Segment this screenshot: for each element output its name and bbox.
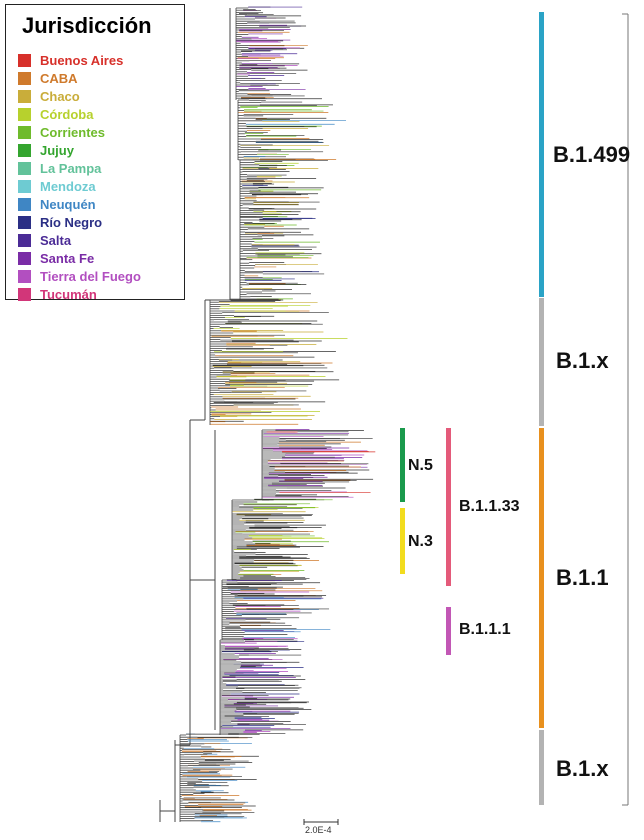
legend-item-santa-fe: Santa Fe [18, 249, 141, 267]
legend-label: Mendoza [40, 178, 96, 194]
legend-swatch [18, 161, 31, 175]
lineage-label-n5: N.5 [408, 457, 433, 474]
legend-item-cordoba: Córdoba [18, 105, 141, 123]
legend-item-rio-negro: Río Negro [18, 213, 141, 231]
lineage-bar-b1499 [539, 12, 544, 297]
lineage-bar-b1x-bottom [539, 730, 544, 805]
legend-label: La Pampa [40, 160, 102, 176]
legend-item-buenos-aires: Buenos Aires [18, 51, 141, 69]
legend-swatch [18, 197, 31, 211]
legend-swatch [18, 233, 31, 247]
lineage-label-n3: N.3 [408, 533, 433, 550]
legend-swatch [18, 215, 31, 229]
legend-swatch [18, 179, 31, 193]
legend-item-caba: CABA [18, 69, 141, 87]
legend-item-tierra-del-fuego: Tierra del Fuego [18, 267, 141, 285]
legend-swatch [18, 89, 31, 103]
legend-label: Santa Fe [40, 250, 95, 266]
lineage-bar-b1133 [446, 428, 451, 586]
lineage-bar-b111 [446, 607, 451, 655]
legend-item-la-pampa: La Pampa [18, 159, 141, 177]
legend-label: Chaco [40, 88, 80, 104]
legend-label: Salta [40, 232, 72, 248]
legend-swatch [18, 143, 31, 157]
legend-swatch [18, 125, 31, 139]
lineage-label-b1x-top: B.1.x [556, 348, 609, 373]
legend-item-corrientes: Corrientes [18, 123, 141, 141]
legend-item-salta: Salta [18, 231, 141, 249]
scale-bar-label: 2.0E-4 [305, 825, 332, 835]
lineage-label-b111: B.1.1.1 [459, 621, 511, 638]
legend-label: CABA [40, 70, 78, 86]
legend-box: Jurisdicción Buenos Aires CABA Chaco Cór… [5, 4, 185, 303]
lineage-bar-n3 [400, 508, 405, 574]
lineage-bar-n5 [400, 428, 405, 502]
legend-swatch [18, 251, 31, 265]
lineage-label-b1x-bottom: B.1.x [556, 756, 609, 781]
legend-label: Corrientes [40, 124, 106, 140]
legend-label: Tucumán [40, 286, 97, 302]
legend-title: Jurisdicción [22, 13, 152, 38]
legend-item-tucuman: Tucumán [18, 285, 141, 303]
legend-label: Jujuy [40, 142, 74, 158]
legend-swatch [18, 269, 31, 283]
lineage-label-b11: B.1.1 [556, 565, 609, 590]
legend-swatch [18, 53, 31, 67]
lineage-label-b1133: B.1.1.33 [459, 498, 520, 515]
legend-label: Río Negro [40, 214, 103, 230]
legend-item-chaco: Chaco [18, 87, 141, 105]
legend-label: Córdoba [40, 106, 94, 122]
legend-item-neuquen: Neuquén [18, 195, 141, 213]
legend-items: Buenos Aires CABA Chaco Córdoba Corrient… [18, 51, 141, 303]
legend-label: Tierra del Fuego [40, 268, 141, 284]
legend-item-mendoza: Mendoza [18, 177, 141, 195]
legend-swatch [18, 287, 31, 301]
tree-branches [159, 6, 376, 825]
legend-label: Neuquén [40, 196, 96, 212]
lineage-label-b1499: B.1.499 [553, 142, 631, 167]
legend-swatch [18, 71, 31, 85]
legend-item-jujuy: Jujuy [18, 141, 141, 159]
lineage-bar-b11 [539, 428, 544, 728]
legend-swatch [18, 107, 31, 121]
lineage-bar-b1x-top [539, 298, 544, 426]
legend-label: Buenos Aires [40, 52, 124, 68]
